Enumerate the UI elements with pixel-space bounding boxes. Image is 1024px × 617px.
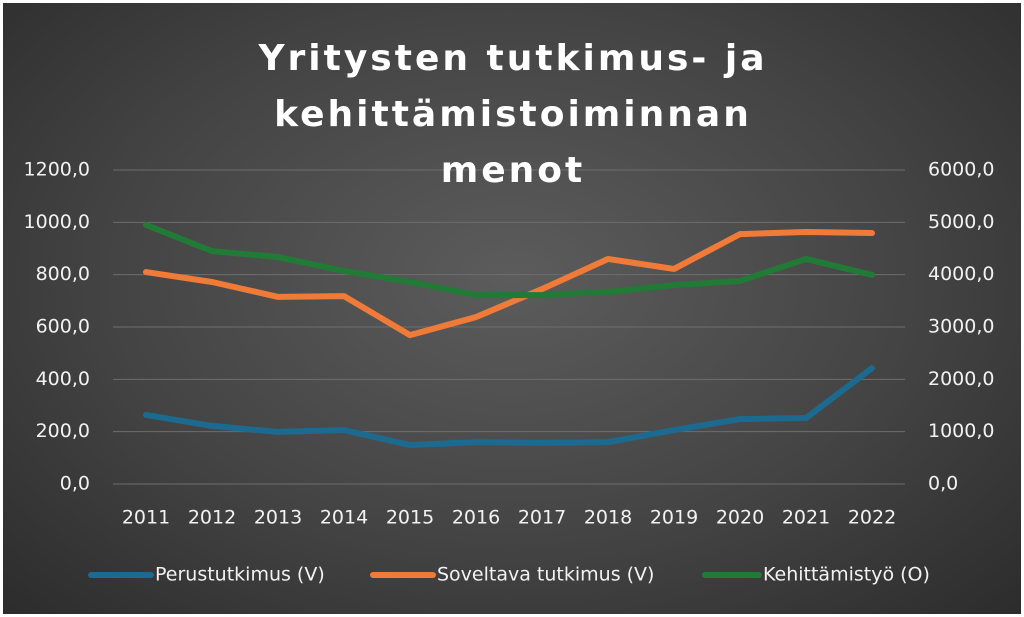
y-tick-label: 600,0: [36, 316, 90, 338]
y2-tick-label: 4000,0: [928, 263, 994, 285]
chart-title: Yritysten tutkimus- ja kehittämistoiminn…: [258, 38, 768, 191]
x-tick-label: 2011: [122, 507, 170, 529]
y-tick-label: 0,0: [60, 473, 90, 495]
x-tick-label: 2015: [386, 507, 434, 529]
y2-tick-label: 1000,0: [928, 420, 994, 442]
y-tick-label: 1000,0: [24, 211, 90, 233]
y2-tick-label: 6000,0: [928, 159, 994, 181]
y2-tick-label: 2000,0: [928, 368, 994, 390]
x-tick-label: 2013: [254, 507, 302, 529]
y2-tick-label: 5000,0: [928, 211, 994, 233]
chart: 0,0 200,0 400,0 600,0 800,0 1000,0 1200,0 0,0 10…: [3, 3, 1021, 614]
y-tick-label: 400,0: [36, 368, 90, 390]
y2-tick-label: 0,0: [928, 473, 958, 495]
x-tick-label: 2019: [650, 507, 698, 529]
y2-tick-label: 3000,0: [928, 316, 994, 338]
legend-label: Perustutkimus (V): [155, 564, 325, 586]
series-line: [143, 229, 875, 339]
x-tick-label: 2017: [518, 507, 566, 529]
y-tick-label: 1200,0: [24, 159, 90, 181]
plot: 0,0 200,0 400,0 600,0 800,0 1000,0 1200,0 0,0 10…: [24, 159, 995, 586]
x-tick-label: 2022: [848, 507, 896, 529]
series-line: [143, 221, 875, 299]
x-tick-label: 2014: [320, 507, 368, 529]
y-tick-label: 800,0: [36, 263, 90, 285]
legend-label: Kehittämistyö (O): [763, 564, 930, 586]
x-tick-label: 2021: [782, 507, 830, 529]
series-line: [143, 365, 875, 449]
x-tick-label: 2012: [188, 507, 236, 529]
legend-label: Soveltava tutkimus (V): [437, 564, 654, 586]
x-tick-label: 2020: [716, 507, 764, 529]
x-tick-label: 2016: [452, 507, 500, 529]
x-tick-label: 2018: [584, 507, 632, 529]
y-tick-label: 200,0: [36, 420, 90, 442]
